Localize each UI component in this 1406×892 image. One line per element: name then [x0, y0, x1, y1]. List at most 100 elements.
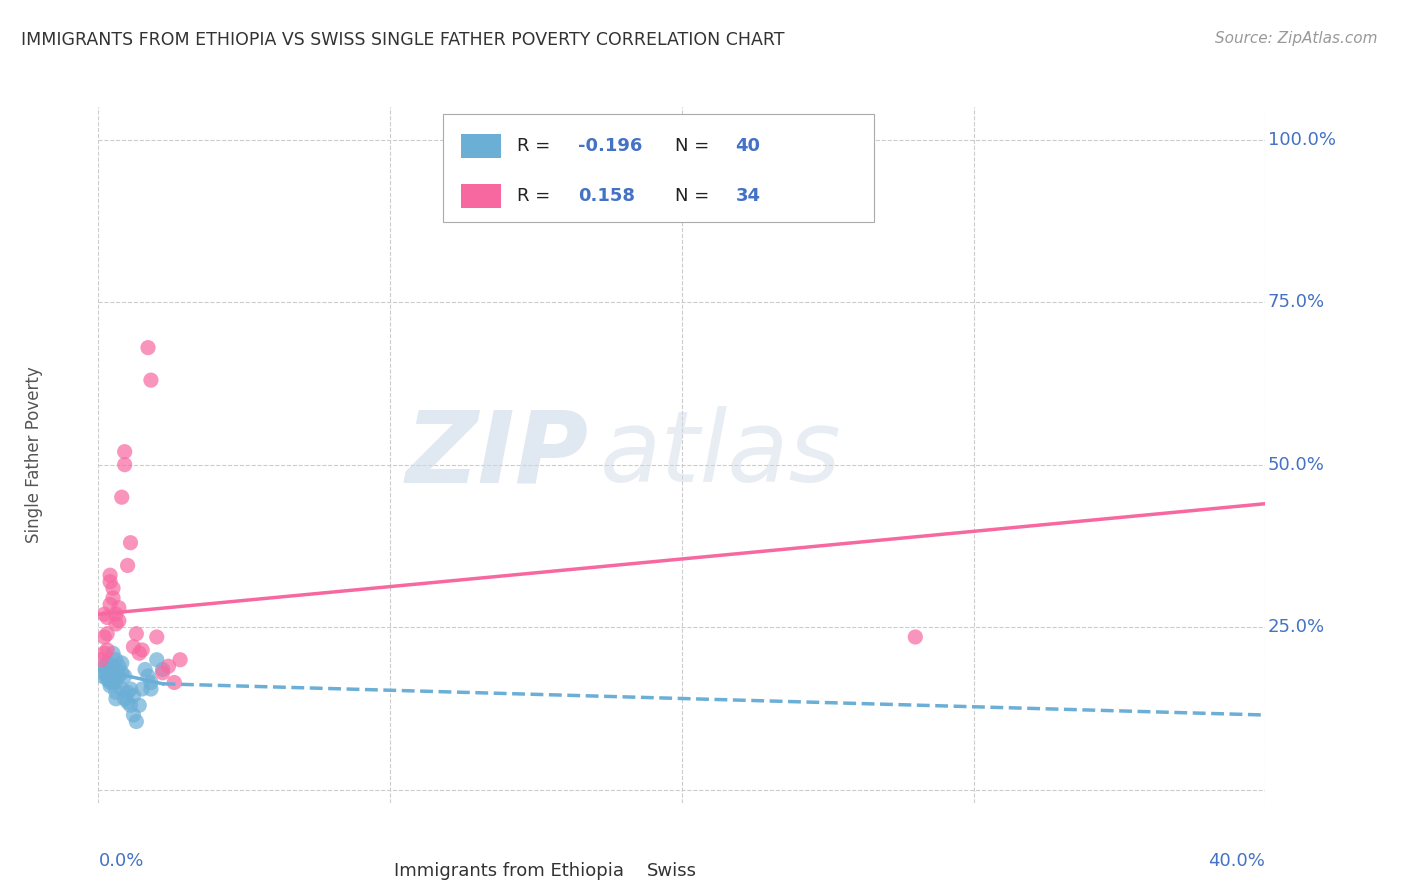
Text: -0.196: -0.196 [578, 136, 643, 154]
Text: 34: 34 [735, 187, 761, 205]
Point [98, 679, 121, 693]
Point [96, 656, 118, 670]
Point [101, 659, 124, 673]
Point [117, 685, 139, 699]
Point [122, 689, 145, 703]
Point [111, 665, 134, 680]
Point [104, 653, 127, 667]
Point [93, 607, 115, 622]
Point [114, 458, 136, 472]
Text: 40.0%: 40.0% [1209, 852, 1265, 870]
Point [163, 675, 186, 690]
Point [96, 669, 118, 683]
Point [98, 675, 121, 690]
Text: 100.0%: 100.0% [1268, 130, 1336, 149]
Point [104, 617, 127, 632]
Text: 75.0%: 75.0% [1268, 293, 1324, 311]
Text: R =: R = [517, 136, 557, 154]
Point [101, 675, 124, 690]
Text: 25.0%: 25.0% [1268, 618, 1324, 636]
Point [98, 665, 121, 680]
Point [139, 681, 162, 696]
Point [98, 598, 121, 612]
Point [117, 695, 139, 709]
Point [152, 665, 174, 680]
Point [96, 626, 118, 640]
Text: Source: ZipAtlas.com: Source: ZipAtlas.com [1215, 31, 1378, 46]
Point [136, 341, 159, 355]
Point [139, 373, 162, 387]
Point [131, 643, 153, 657]
Point [117, 558, 139, 573]
Point [104, 691, 127, 706]
Point [104, 607, 127, 622]
Point [111, 490, 134, 504]
Point [96, 643, 118, 657]
Text: 0.158: 0.158 [578, 187, 636, 205]
Text: Swiss: Swiss [647, 862, 697, 880]
Text: 40: 40 [735, 136, 761, 154]
Point [111, 656, 134, 670]
FancyBboxPatch shape [637, 838, 673, 859]
Text: N =: N = [675, 187, 714, 205]
Point [146, 653, 169, 667]
Point [845, 145, 868, 160]
Point [111, 681, 134, 696]
Point [114, 691, 136, 706]
Point [120, 681, 142, 696]
Point [93, 659, 115, 673]
Point [101, 646, 124, 660]
Point [114, 444, 136, 458]
Text: Single Father Poverty: Single Father Poverty [25, 367, 44, 543]
Text: 50.0%: 50.0% [1268, 456, 1324, 474]
Point [120, 698, 142, 713]
FancyBboxPatch shape [461, 185, 501, 208]
Point [128, 646, 150, 660]
Point [93, 665, 115, 680]
Point [122, 640, 145, 654]
Point [108, 669, 131, 683]
Point [104, 675, 127, 690]
Point [101, 591, 124, 605]
FancyBboxPatch shape [461, 134, 501, 158]
Point [96, 672, 118, 686]
Point [98, 574, 121, 589]
Text: 0.0%: 0.0% [98, 852, 143, 870]
Point [131, 681, 153, 696]
Point [98, 568, 121, 582]
Point [104, 685, 127, 699]
Text: atlas: atlas [600, 407, 842, 503]
Point [169, 653, 191, 667]
FancyBboxPatch shape [443, 114, 875, 222]
Point [101, 581, 124, 595]
Point [157, 659, 180, 673]
Point [152, 663, 174, 677]
Point [146, 630, 169, 644]
Text: N =: N = [675, 136, 714, 154]
Text: R =: R = [517, 187, 562, 205]
Point [122, 708, 145, 723]
Point [108, 600, 131, 615]
Point [93, 630, 115, 644]
Text: Immigrants from Ethiopia: Immigrants from Ethiopia [394, 862, 623, 880]
Point [139, 675, 162, 690]
Point [904, 630, 927, 644]
Point [125, 714, 148, 729]
Point [125, 626, 148, 640]
Text: ZIP: ZIP [405, 407, 589, 503]
Point [90, 669, 112, 683]
Point [134, 663, 156, 677]
Point [128, 698, 150, 713]
Point [136, 669, 159, 683]
Point [101, 669, 124, 683]
Point [98, 672, 121, 686]
Point [120, 535, 142, 549]
Point [114, 669, 136, 683]
Point [96, 610, 118, 624]
Point [108, 614, 131, 628]
Point [108, 659, 131, 673]
FancyBboxPatch shape [501, 838, 537, 859]
Point [93, 646, 115, 660]
Point [90, 653, 112, 667]
Text: IMMIGRANTS FROM ETHIOPIA VS SWISS SINGLE FATHER POVERTY CORRELATION CHART: IMMIGRANTS FROM ETHIOPIA VS SWISS SINGLE… [21, 31, 785, 49]
